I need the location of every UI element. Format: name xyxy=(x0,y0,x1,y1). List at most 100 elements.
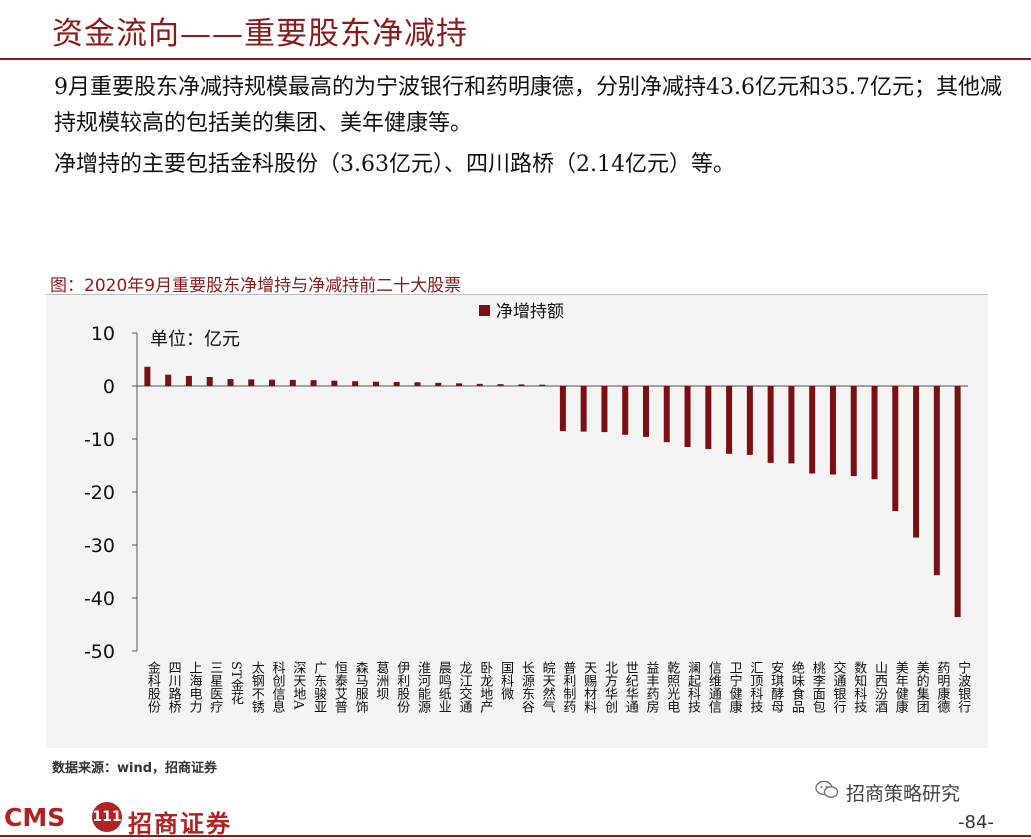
bar xyxy=(601,386,608,433)
x-tick-label: 森马服饰 xyxy=(353,661,369,713)
bar xyxy=(642,386,649,437)
bar xyxy=(269,379,276,386)
bar xyxy=(185,375,192,386)
x-tick-label: 交通银行 xyxy=(830,660,846,714)
bar xyxy=(456,383,463,386)
bar xyxy=(809,386,816,474)
x-tick-label: 龙江交通 xyxy=(457,661,473,713)
wechat-icon xyxy=(815,780,839,798)
y-tick-label: -10 xyxy=(84,429,115,451)
cms-logo-text: CMS xyxy=(4,803,66,832)
bar xyxy=(850,386,857,477)
y-tick-label: 10 xyxy=(91,323,115,345)
y-tick-label: -40 xyxy=(84,588,115,610)
x-tick-label: 益丰药房 xyxy=(643,661,659,713)
bar xyxy=(393,382,400,386)
x-tick-label: 四川路桥 xyxy=(166,661,182,714)
cms-logo-cn: 招商证券 xyxy=(128,809,232,838)
bar xyxy=(726,386,733,454)
x-tick-label: 国科微 xyxy=(498,661,514,700)
bar xyxy=(622,386,629,435)
x-tick-label: 长源东谷 xyxy=(519,661,535,713)
bottom-divider xyxy=(0,835,1031,837)
x-tick-label: 金科股份 xyxy=(145,660,161,713)
bar xyxy=(476,383,483,386)
bar xyxy=(705,386,712,450)
x-tick-label: 深天地A xyxy=(290,661,306,710)
data-source: 数据来源：wind，招商证券 xyxy=(52,761,218,776)
chart-panel xyxy=(46,295,988,748)
y-tick-label: -50 xyxy=(84,641,115,663)
bar xyxy=(933,386,940,576)
bar xyxy=(892,386,899,512)
bar xyxy=(580,386,587,432)
x-tick-label: 信维通信 xyxy=(706,661,722,713)
bar xyxy=(165,374,172,386)
x-tick-label: 广东骏亚 xyxy=(311,661,327,713)
y-tick-label: -30 xyxy=(84,535,115,557)
legend-swatch xyxy=(479,305,490,316)
cms-logo-emblem-icon: 111 xyxy=(92,802,122,832)
wechat-account-label: 招商策略研究 xyxy=(846,783,961,805)
chart-top-rule xyxy=(46,294,988,295)
bar xyxy=(372,381,379,386)
unit-label: 单位：亿元 xyxy=(150,329,240,350)
x-tick-label: 三星医疗 xyxy=(207,661,223,713)
x-tick-label: 卫宁健康 xyxy=(727,661,743,713)
x-tick-label: 皖天然气 xyxy=(540,661,556,713)
bar xyxy=(684,386,691,447)
x-tick-label: 晨鸣纸业 xyxy=(436,661,452,713)
x-tick-label: 乾照光电 xyxy=(664,661,680,713)
x-tick-label: 山西汾酒 xyxy=(872,661,888,713)
x-tick-label: 葛洲坝 xyxy=(373,661,389,700)
summary-paragraph-1: 9月重要股东净减持规模最高的为宁波银行和药明康德，分别净减持43.6亿元和35.… xyxy=(54,75,1002,136)
bar xyxy=(539,384,546,386)
bar xyxy=(331,380,338,386)
bar xyxy=(913,386,920,538)
title-divider xyxy=(0,58,1031,60)
x-tick-label: 恒泰艾普 xyxy=(332,661,348,714)
bar xyxy=(518,384,525,386)
bar xyxy=(414,382,421,386)
x-tick-label: 太钢不锈 xyxy=(249,661,265,714)
x-tick-label: 宁波银行 xyxy=(955,660,971,714)
bar xyxy=(871,386,878,480)
x-tick-label: 药明康德 xyxy=(934,661,950,713)
summary-paragraph-2: 净增持的主要包括金科股份（3.63亿元）、四川路桥（2.14亿元）等。 xyxy=(54,152,735,177)
bar xyxy=(289,379,296,386)
bar xyxy=(435,382,442,386)
bar xyxy=(767,386,774,463)
x-tick-label: 桃李面包 xyxy=(810,661,826,713)
y-tick-label: -20 xyxy=(84,482,115,504)
x-tick-label: 绝味食品 xyxy=(789,660,805,713)
x-tick-label: 北方华创 xyxy=(602,661,618,713)
x-tick-label: 澜起科技 xyxy=(685,661,701,713)
figure-caption: 图：2020年9月重要股东净增持与净减持前二十大股票 xyxy=(50,276,462,296)
bar xyxy=(352,381,359,386)
x-tick-label: 卧龙地产 xyxy=(477,661,493,714)
bar xyxy=(144,366,151,386)
x-tick-label: 美的集团 xyxy=(914,661,930,713)
x-tick-label: 天赐材料 xyxy=(581,661,597,713)
x-tick-label: ST金花 xyxy=(228,661,244,706)
bar xyxy=(248,379,255,386)
x-tick-label: 淮河能源 xyxy=(415,661,431,713)
x-tick-label: 安琪酵母 xyxy=(768,661,784,713)
bar xyxy=(206,376,213,386)
page-title: 资金流向——重要股东净减持 xyxy=(52,16,468,52)
bar xyxy=(663,386,670,443)
x-tick-label: 世纪华通 xyxy=(623,661,639,713)
bar xyxy=(497,384,504,386)
bar xyxy=(227,379,234,386)
bar xyxy=(559,386,566,432)
bar xyxy=(746,386,753,455)
x-tick-label: 上海电力 xyxy=(186,661,202,714)
x-tick-label: 数知科技 xyxy=(851,661,867,713)
bar xyxy=(310,380,317,386)
x-tick-label: 美年健康 xyxy=(893,661,909,713)
page-number: -84- xyxy=(958,812,994,833)
legend-label: 净增持额 xyxy=(496,302,564,322)
bar-chart: 10 0 -10 -20 -30 -40 -50 单位：亿元 净增持额金科股份 四川路桥 上海电力三… xyxy=(84,302,971,714)
x-tick-label: 汇顶科技 xyxy=(747,661,763,713)
bar xyxy=(954,386,961,618)
